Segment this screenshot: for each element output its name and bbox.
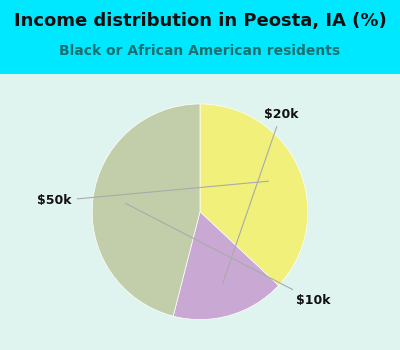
Text: $10k: $10k <box>126 203 330 307</box>
Text: Black or African American residents: Black or African American residents <box>60 44 340 58</box>
Text: $50k: $50k <box>37 181 268 208</box>
Wedge shape <box>200 104 308 286</box>
Wedge shape <box>92 104 200 316</box>
Text: $20k: $20k <box>222 108 298 284</box>
Wedge shape <box>173 212 278 320</box>
Text: Income distribution in Peosta, IA (%): Income distribution in Peosta, IA (%) <box>14 12 386 30</box>
